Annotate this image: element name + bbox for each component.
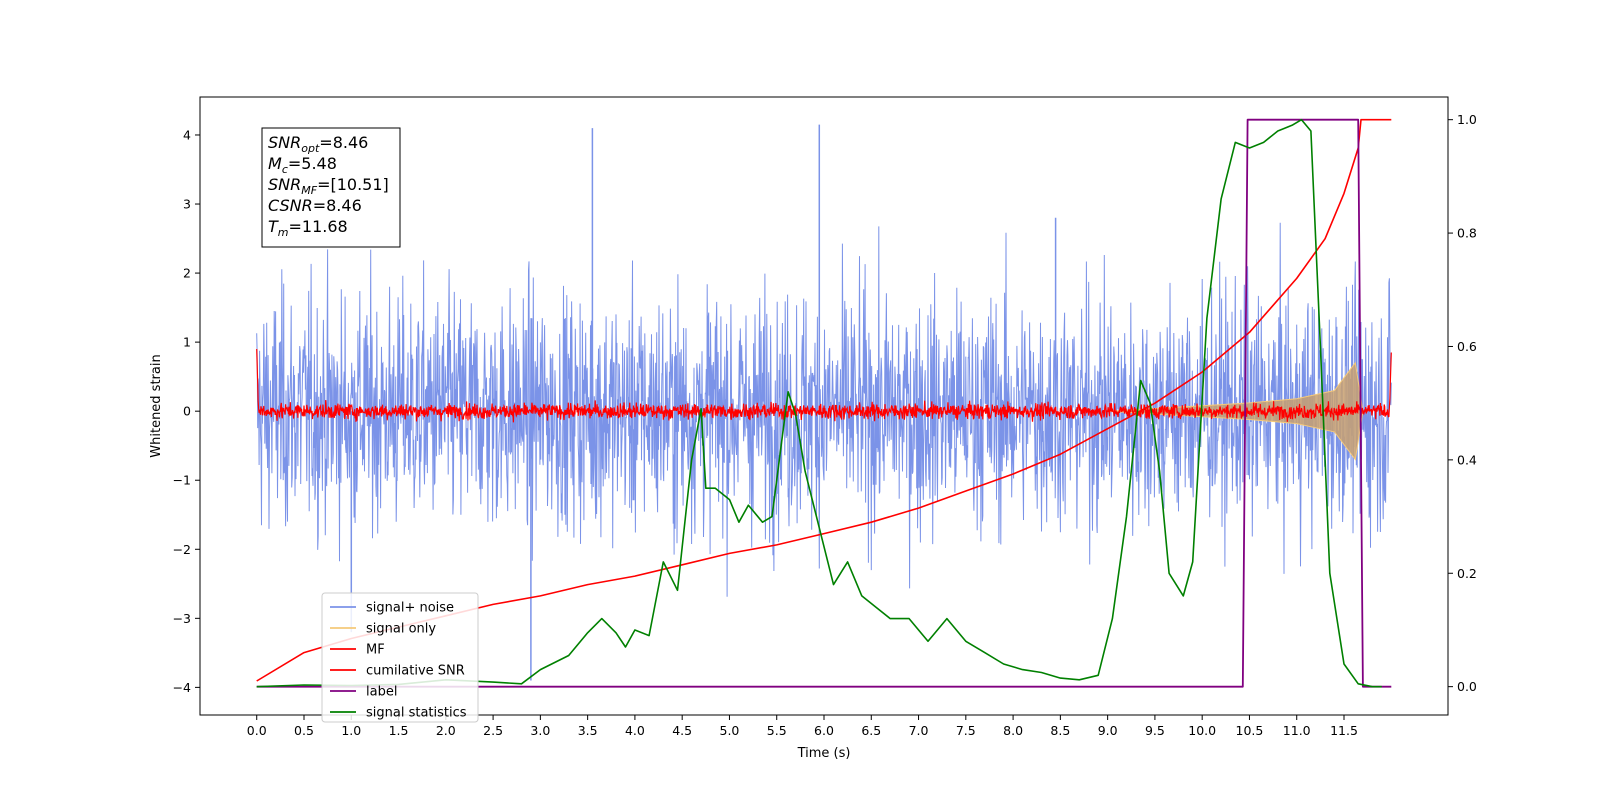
x-tick-label: 0.5 [294,723,314,738]
stats-annotation-box: SNRopt=8.46Mc=5.48SNRMF=[10.51]CSNR=8.46… [261,127,401,248]
x-tick-label: 2.0 [436,723,456,738]
legend-label: label [366,685,397,700]
x-tick-label: 1.5 [389,723,409,738]
x-tick-label: 2.5 [483,723,503,738]
x-tick-label: 6.0 [814,723,834,738]
legend-frame [321,592,479,723]
stats-annotation-line: CSNR=8.46 [268,196,362,215]
x-tick-label: 8.0 [1003,723,1023,738]
legend-label: signal statistics [366,706,467,721]
y2-tick-label: 0.6 [1457,339,1477,354]
x-tick-label: 1.0 [341,723,361,738]
stats-annotation-line: Mc=5.48 [268,154,337,176]
x-tick-label: 5.5 [767,723,787,738]
y-tick-label: 0 [183,404,191,419]
x-tick-label: 9.5 [1145,723,1165,738]
legend: signal+ noise signal only MF cumilative SNR… [321,592,479,723]
x-axis-label: Time (s) [797,746,851,761]
x-tick-label: 8.5 [1050,723,1070,738]
y2-tick-label: 0.2 [1457,566,1477,581]
stats-annotation-frame [261,127,401,248]
x-tick-label: 3.0 [530,723,550,738]
y-tick-label: 1 [183,335,191,350]
x-tick-label: 5.0 [720,723,740,738]
series-label [256,118,1392,688]
y2-tick-label: 1.0 [1457,112,1477,127]
x-tick-label: 6.5 [861,723,881,738]
series-signal-noise [256,222,1392,597]
stats-annotation-line: SNRopt=8.46 [268,133,368,155]
y-tick-label: 4 [183,127,191,142]
y-tick-label: 2 [183,266,191,281]
y-tick-label: −2 [173,542,191,557]
x-tick-label: 7.5 [956,723,976,738]
y-axis-left: 4 3 2 1 0 −1 −2 −3 −4 [173,127,200,695]
stats-annotation-line: SNRMF=[10.51] [268,175,389,197]
series-signal-statistics [256,118,1382,688]
x-tick-label: 3.5 [578,723,598,738]
x-tick-label: 4.5 [672,723,692,738]
y2-tick-label: 0.8 [1457,226,1477,241]
legend-label: signal+ noise [366,601,454,616]
x-tick-label: 0.0 [247,723,267,738]
x-axis: 0.0 0.5 1.0 1.5 2.0 2.5 3.0 3.5 4.0 4.5 5.0 5.5 6.0 6… [247,715,1358,738]
series-signal-noise-peaks [350,124,1057,681]
x-tick-label: 9.0 [1098,723,1118,738]
y-axis-right: 1.0 0.8 0.6 0.4 0.2 0.0 [1448,112,1477,694]
y-tick-label: −4 [173,680,191,695]
legend-label: cumilative SNR [366,664,465,679]
x-tick-label: 11.5 [1330,723,1358,738]
x-tick-label: 10.0 [1188,723,1216,738]
stats-annotation-line: Tm=11.68 [268,217,348,239]
y-axis-label: Whitened strain [149,354,164,457]
legend-label: MF [366,643,385,658]
x-tick-label: 10.5 [1236,723,1264,738]
y-tick-label: −1 [173,473,191,488]
y2-tick-label: 0.4 [1457,452,1477,467]
x-tick-label: 7.0 [909,723,929,738]
x-tick-label: 11.0 [1283,723,1311,738]
legend-label: signal only [366,622,436,637]
y2-tick-label: 0.0 [1457,679,1477,694]
y-tick-label: 3 [183,197,191,212]
x-tick-label: 4.0 [625,723,645,738]
y-tick-label: −3 [173,611,191,626]
series-layer [256,118,1392,688]
